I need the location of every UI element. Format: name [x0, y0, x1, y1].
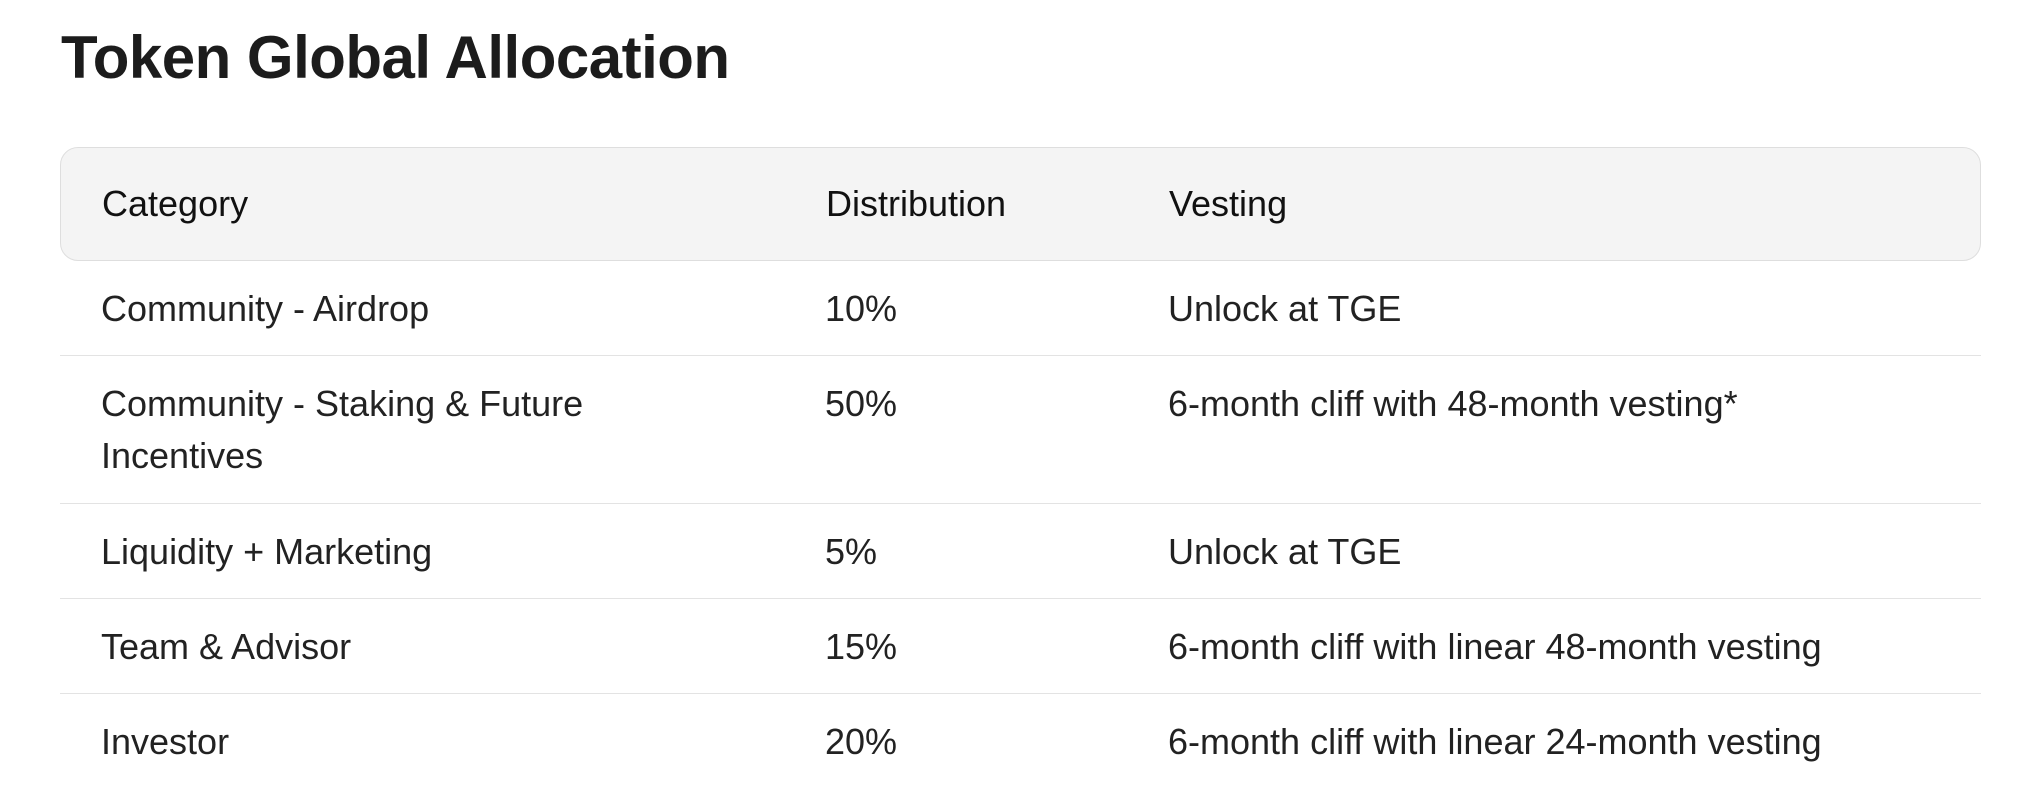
- distribution-cell: 10%: [825, 288, 898, 329]
- vesting-cell: 6-month cliff with 48-month vesting*: [1168, 383, 1738, 424]
- table-header-row: Category Distribution Vesting: [60, 147, 1981, 261]
- distribution-cell: 5%: [825, 531, 878, 572]
- table-row: Community - Airdrop 10% Unlock at TGE: [60, 261, 1981, 356]
- distribution-cell: 15%: [825, 626, 898, 667]
- page-title: Token Global Allocation: [61, 24, 730, 91]
- distribution-cell: 50%: [825, 383, 898, 424]
- vesting-cell: 6-month cliff with linear 48-month vesti…: [1168, 626, 1822, 667]
- table-row: Investor 20% 6-month cliff with linear 2…: [60, 694, 1981, 789]
- column-header-vesting: Vesting: [1169, 183, 1288, 224]
- allocation-table: Category Distribution Vesting Community …: [60, 147, 1981, 789]
- category-cell: Liquidity + Marketing: [101, 531, 433, 572]
- column-header-category: Category: [102, 183, 249, 224]
- table-row: Community - Staking & Future Incentives …: [60, 356, 1981, 504]
- column-header-distribution: Distribution: [826, 183, 1007, 224]
- category-cell: Investor: [101, 721, 230, 762]
- vesting-cell: Unlock at TGE: [1168, 288, 1402, 329]
- vesting-cell: Unlock at TGE: [1168, 531, 1402, 572]
- category-cell: Team & Advisor: [101, 626, 352, 667]
- distribution-cell: 20%: [825, 721, 898, 762]
- table-row: Liquidity + Marketing 5% Unlock at TGE: [60, 504, 1981, 599]
- category-cell: Community - Airdrop: [101, 288, 430, 329]
- table-row: Team & Advisor 15% 6-month cliff with li…: [60, 599, 1981, 694]
- category-cell: Community - Staking & Future Incentives: [101, 383, 584, 476]
- vesting-cell: 6-month cliff with linear 24-month vesti…: [1168, 721, 1822, 762]
